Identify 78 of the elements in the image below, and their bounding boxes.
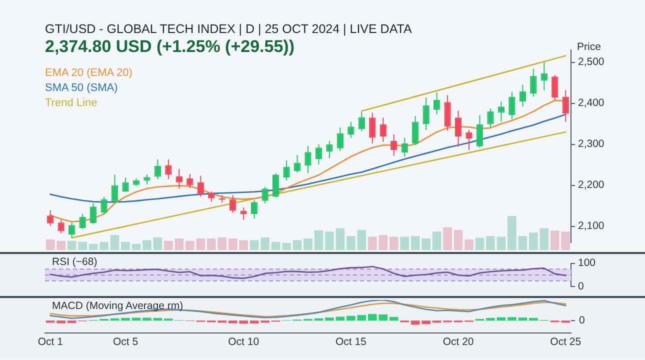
bar	[422, 238, 430, 250]
chart-title: GTI/USD - GLOBAL TECH INDEX | D | 25 OCT 2024 | LIVE DATA	[45, 22, 412, 36]
candlestick	[144, 174, 150, 185]
bar	[357, 315, 366, 321]
x-tick-label: Oct 20	[442, 336, 474, 348]
bar	[508, 216, 516, 250]
text: Trend Line	[45, 96, 98, 111]
bar	[325, 318, 334, 321]
chart-title: RSI (~68)	[52, 256, 98, 268]
bar	[164, 240, 173, 250]
bar	[529, 232, 538, 250]
bar	[132, 244, 141, 250]
bar	[464, 239, 474, 250]
bar	[292, 240, 302, 250]
bar	[67, 240, 76, 250]
bar	[443, 227, 452, 250]
bar	[121, 242, 130, 250]
bar	[432, 232, 442, 250]
chart-title: MACD (Moving Average rm)	[52, 300, 184, 312]
bar	[304, 238, 312, 250]
y-tick-label: 2,200	[578, 179, 604, 192]
bar	[250, 320, 259, 324]
x-tick-label: Oct 1	[38, 336, 64, 348]
y-axis-title: Price	[577, 40, 602, 53]
y-tick-label: 100	[578, 257, 596, 270]
x-tick-label: Oct 5	[112, 336, 138, 348]
bar	[314, 230, 324, 250]
bar	[410, 236, 420, 250]
bar	[346, 316, 356, 321]
bar	[110, 235, 120, 250]
bar	[282, 242, 291, 250]
x-tick-label: Oct 10	[228, 336, 260, 348]
bar	[410, 320, 420, 325]
bar	[196, 238, 206, 250]
chart-subtitle: 2,374.80 USD (+1.25% (+29.55))	[45, 37, 296, 57]
bar	[486, 318, 495, 321]
bar	[475, 238, 484, 250]
bar	[142, 318, 152, 321]
y-tick-label: 2,100	[578, 220, 604, 232]
bar	[142, 240, 152, 250]
bar	[250, 240, 259, 250]
bar	[496, 236, 506, 250]
bar	[260, 237, 270, 250]
bar	[271, 242, 280, 250]
bar	[153, 237, 162, 250]
y-tick-label: 2,300	[578, 138, 604, 150]
x-tick-label: Oct 25	[550, 336, 582, 348]
bar	[88, 244, 98, 250]
bar	[389, 316, 398, 321]
bar	[336, 228, 345, 250]
bar	[389, 236, 398, 250]
bar	[357, 230, 366, 250]
text: EMA 20 (EMA 20)	[45, 66, 132, 81]
bar	[100, 242, 108, 250]
y-tick-label: 0	[578, 280, 584, 293]
bar	[400, 236, 410, 250]
y-tick-label: 2,400	[578, 97, 604, 110]
bar	[346, 236, 356, 250]
bar	[186, 240, 194, 250]
bar	[508, 317, 516, 321]
bar	[518, 318, 528, 321]
bar	[153, 318, 162, 321]
text: SMA 50 (SMA)	[45, 81, 119, 96]
bar	[78, 242, 87, 250]
bar	[529, 318, 538, 321]
bar	[540, 228, 549, 250]
bar	[518, 236, 528, 250]
bar	[422, 320, 430, 324]
bar	[454, 230, 463, 250]
bar	[67, 320, 76, 324]
y-tick-label: 2,500	[578, 56, 604, 68]
bar	[132, 318, 141, 321]
bar	[121, 318, 130, 321]
bar	[325, 232, 334, 250]
bar	[486, 236, 495, 250]
bar	[336, 316, 345, 321]
bar	[174, 238, 184, 250]
x-tick-label: Oct 15	[335, 336, 367, 348]
